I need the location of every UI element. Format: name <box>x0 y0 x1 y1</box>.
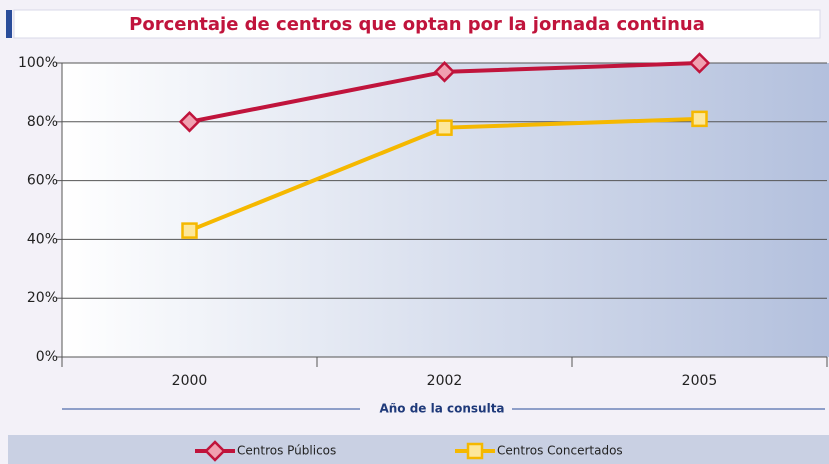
x-tick-label: 2005 <box>682 373 718 389</box>
plot-area <box>62 63 829 357</box>
plot: 0% 20% 40% 60% 80% 100% 2000 2002 2005 Centros Pú… <box>18 52 828 462</box>
y-tick-label: 0% <box>36 349 58 365</box>
legend-marker <box>466 442 484 460</box>
marker <box>181 222 198 239</box>
y-tick-label: 100% <box>18 55 58 71</box>
x-tick-label: 2002 <box>427 373 463 389</box>
y-tick-label: 60% <box>27 173 58 189</box>
legend-label: Centros Concertados <box>497 444 623 458</box>
legend-box <box>8 435 829 464</box>
chart-title: Porcentaje de centros que optan por la j… <box>129 14 705 35</box>
marker <box>688 52 711 74</box>
y-tick-label: 20% <box>27 290 58 306</box>
x-axis-title: Año de la consulta <box>379 402 504 416</box>
x-tick-label: 2000 <box>172 373 208 389</box>
marker <box>433 61 456 83</box>
title-box <box>13 9 821 39</box>
y-tick-label: 80% <box>27 114 58 130</box>
title-accent <box>6 10 12 38</box>
marker <box>691 110 708 128</box>
legend-label: Centros Públicos <box>237 444 336 458</box>
legend-marker <box>204 440 226 462</box>
y-tick-label: 40% <box>27 231 58 247</box>
marker <box>436 119 453 136</box>
marker <box>178 111 201 133</box>
